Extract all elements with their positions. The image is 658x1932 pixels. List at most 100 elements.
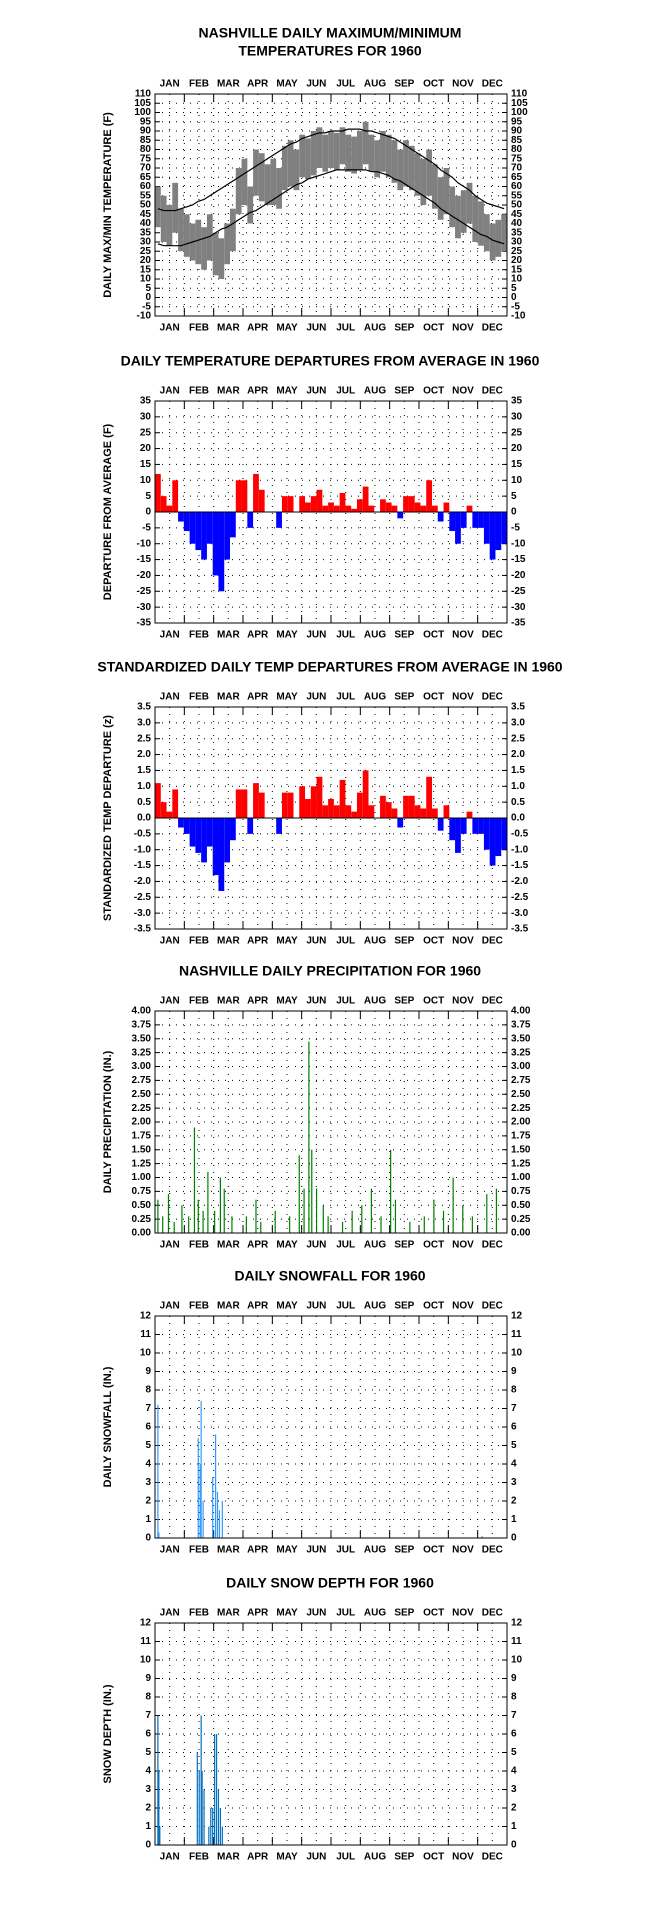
y-tick-label: 75 xyxy=(140,153,152,164)
chart-title: TEMPERATURES FOR 1960 xyxy=(238,43,422,59)
month-label-bottom: JUL xyxy=(336,323,355,334)
y-tick-label: -25 xyxy=(137,586,152,597)
y-tick-label: 15 xyxy=(140,459,152,470)
y-tick-label-right: 90 xyxy=(511,126,523,137)
y-tick-label: 25 xyxy=(140,246,152,257)
y-tick-label-right: 0.00 xyxy=(511,1228,531,1239)
bar xyxy=(431,808,438,818)
month-label-bottom: SEP xyxy=(394,1240,414,1251)
temp-range-bar xyxy=(258,153,265,202)
y-tick-label: 10 xyxy=(140,475,152,486)
month-label-bottom: MAY xyxy=(276,630,298,641)
y-tick-label: -20 xyxy=(137,570,152,581)
temp-range-bar xyxy=(230,208,236,252)
month-label-top: JAN xyxy=(160,996,180,1007)
y-tick-label-right: 2 xyxy=(511,1496,517,1507)
bar xyxy=(195,512,202,551)
y-tick-label-right: 1.0 xyxy=(511,781,525,792)
temp-range-bar xyxy=(212,232,219,276)
y-tick-label-right: -30 xyxy=(511,602,526,613)
month-label-top: OCT xyxy=(423,386,444,397)
bar xyxy=(495,818,502,857)
y-tick-label: 1.0 xyxy=(137,781,151,792)
bar xyxy=(311,1149,313,1233)
month-label-bottom: JUN xyxy=(306,323,326,334)
month-label-bottom: JAN xyxy=(160,323,180,334)
y-tick-label: 3.5 xyxy=(137,702,151,713)
month-label-bottom: MAR xyxy=(217,1545,241,1556)
bar xyxy=(202,1501,204,1538)
month-label-bottom: NOV xyxy=(452,1545,474,1556)
month-label-bottom: OCT xyxy=(423,630,444,641)
bar xyxy=(201,512,207,560)
y-tick-label-right: -15 xyxy=(511,554,526,565)
y-tick-label-right: -3.5 xyxy=(511,924,529,935)
y-tick-label-right: 12 xyxy=(511,1618,523,1629)
month-label-bottom: SEP xyxy=(394,630,414,641)
month-label-bottom: APR xyxy=(247,323,269,334)
month-label-bottom: NOV xyxy=(452,1852,474,1863)
month-label-bottom: JUL xyxy=(336,1240,355,1251)
bar xyxy=(345,505,352,512)
y-tick-label-right: 5 xyxy=(511,1747,517,1758)
temp-range-bar xyxy=(310,131,317,176)
month-label-bottom: DEC xyxy=(482,1852,503,1863)
temp-range-bar xyxy=(483,214,490,252)
bar xyxy=(442,1210,445,1233)
month-label-top: JUN xyxy=(306,1301,326,1312)
plot-frame xyxy=(154,1622,508,1846)
month-label-bottom: MAY xyxy=(276,323,298,334)
month-label-bottom: JUN xyxy=(306,1240,326,1251)
bar xyxy=(368,505,375,512)
y-tick-label-right: -25 xyxy=(511,586,526,597)
y-tick-label: 0.75 xyxy=(132,1186,152,1197)
y-tick-label-right: 9 xyxy=(511,1673,517,1684)
bar xyxy=(391,505,398,512)
normal-line xyxy=(157,169,505,247)
y-tick-label: 2.50 xyxy=(132,1089,152,1100)
temp-range-bar xyxy=(414,153,421,196)
y-tick-label: 10 xyxy=(140,274,152,285)
month-label-bottom: OCT xyxy=(423,1852,444,1863)
y-tick-label-right: 2 xyxy=(511,1803,517,1814)
month-label-bottom: FEB xyxy=(189,1545,209,1556)
bar xyxy=(218,512,225,592)
y-axis-title: STANDARDIZED TEMP DEPARTURE (z) xyxy=(102,715,114,921)
bar xyxy=(253,473,259,512)
month-label-top: JUL xyxy=(336,79,355,90)
month-label-top: NOV xyxy=(452,79,474,90)
y-tick-label: 25 xyxy=(140,427,152,438)
bar xyxy=(287,792,294,818)
y-tick-label: 100 xyxy=(134,107,151,118)
temp-range-bar xyxy=(501,214,507,252)
y-tick-label-right: 45 xyxy=(511,209,523,220)
bar xyxy=(403,795,409,818)
temp-range-bar xyxy=(472,195,479,242)
bar xyxy=(155,783,161,818)
y-tick-label-right: 65 xyxy=(511,172,523,183)
y-tick-label: 80 xyxy=(140,144,152,155)
bar xyxy=(216,1491,219,1538)
month-label-top: OCT xyxy=(423,692,444,703)
chart-title: DAILY SNOW DEPTH FOR 1960 xyxy=(226,1575,434,1591)
temp-range-bar xyxy=(281,145,288,191)
month-label-bottom: MAR xyxy=(217,1852,241,1863)
month-label-top: AUG xyxy=(364,79,386,90)
bar xyxy=(460,818,467,834)
bar xyxy=(201,1771,203,1845)
y-tick-label-right: 2.5 xyxy=(511,733,525,744)
chart-title: DAILY TEMPERATURE DEPARTURES FROM AVERAG… xyxy=(121,353,540,369)
bar xyxy=(178,512,184,522)
bar xyxy=(501,818,507,850)
y-tick-label: -15 xyxy=(137,554,152,565)
bar xyxy=(397,512,404,519)
month-label-bottom: MAR xyxy=(217,630,241,641)
y-tick-label: 85 xyxy=(140,135,152,146)
y-tick-label: 2.25 xyxy=(132,1103,152,1114)
y-tick-label: 3.75 xyxy=(132,1020,152,1031)
bar xyxy=(218,818,225,891)
y-tick-label: 0.5 xyxy=(137,797,151,808)
y-tick-label: -2.0 xyxy=(134,876,152,887)
y-axis-title: DAILY SNOWFALL (IN.) xyxy=(102,1366,114,1487)
temp-range-bar xyxy=(466,182,473,224)
